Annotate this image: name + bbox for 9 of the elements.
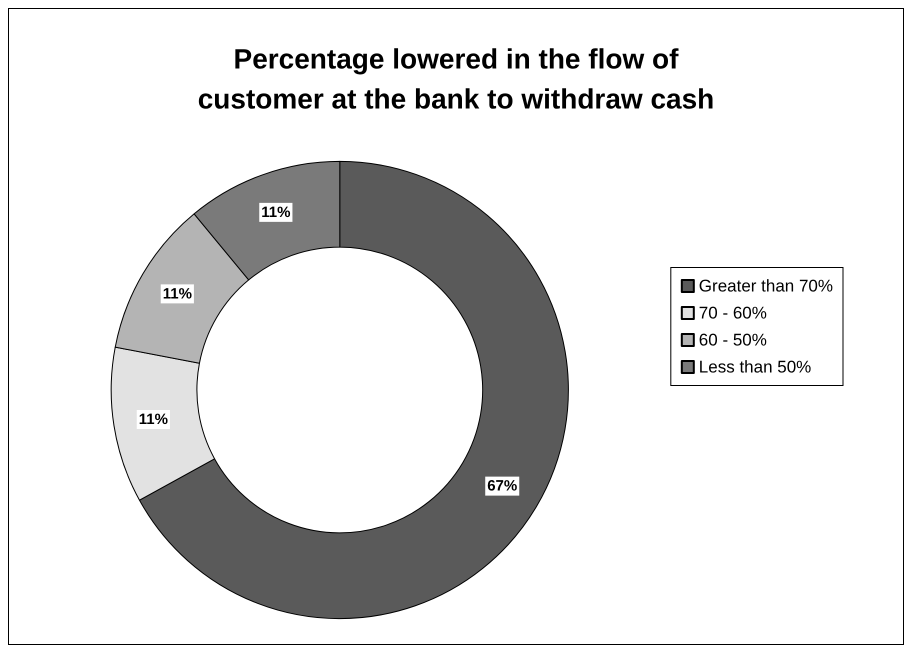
data-label: 11% bbox=[261, 204, 290, 221]
legend-label: Greater than 70% bbox=[698, 276, 834, 296]
legend-label: 70 - 60% bbox=[698, 304, 767, 322]
legend-label: Less than 50% bbox=[698, 358, 812, 376]
legend-label: 60 - 50% bbox=[698, 330, 767, 350]
data-label: 11% bbox=[162, 285, 192, 302]
data-label: 67% bbox=[487, 478, 518, 495]
chart-title: Percentage lowered in the flow of customer at the bank to withdraw cash bbox=[198, 44, 714, 114]
data-label: 11% bbox=[138, 411, 168, 428]
